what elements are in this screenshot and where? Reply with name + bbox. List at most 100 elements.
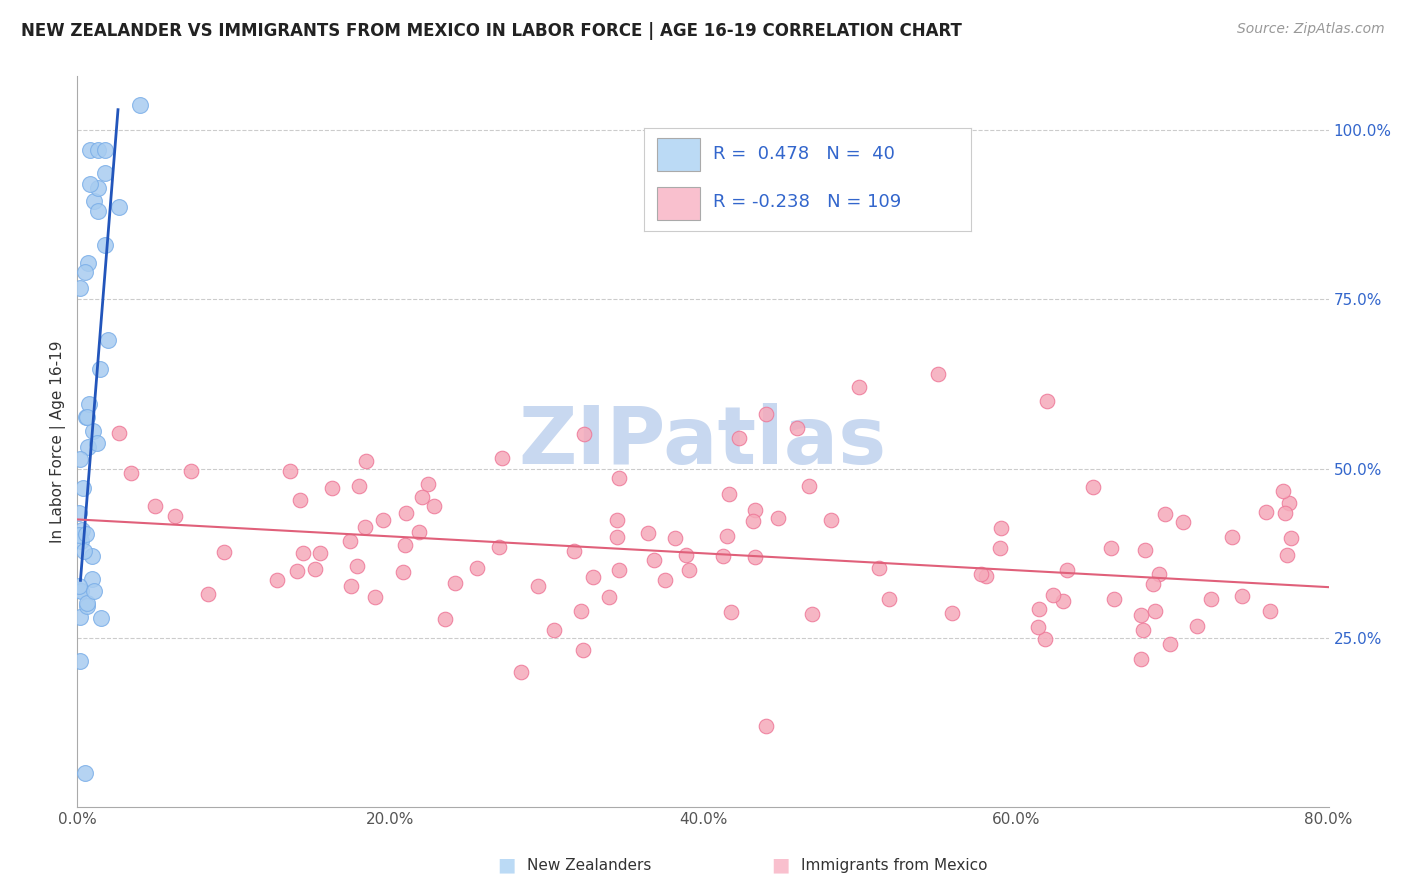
Point xyxy=(766,511,789,525)
Point xyxy=(717,486,740,500)
Point xyxy=(77,440,100,454)
Point xyxy=(291,545,314,559)
Point xyxy=(82,424,104,438)
Point xyxy=(79,177,101,191)
Point xyxy=(76,410,98,425)
Point xyxy=(90,610,112,624)
Point xyxy=(83,583,105,598)
Point xyxy=(1275,548,1298,562)
Point xyxy=(491,450,513,465)
Point xyxy=(422,500,444,514)
Point xyxy=(75,410,97,425)
Point xyxy=(1042,588,1064,602)
Point xyxy=(86,204,108,219)
Point xyxy=(83,194,105,208)
Point xyxy=(786,421,808,435)
Text: New Zealanders: New Zealanders xyxy=(527,858,651,872)
Point xyxy=(394,538,416,552)
Point xyxy=(607,471,630,485)
Point xyxy=(67,527,90,541)
Point xyxy=(877,592,900,607)
Text: ZIPatlas: ZIPatlas xyxy=(519,402,887,481)
Point xyxy=(1143,604,1166,618)
Text: Source: ZipAtlas.com: Source: ZipAtlas.com xyxy=(1237,22,1385,37)
Point xyxy=(675,548,697,562)
Point xyxy=(108,200,131,214)
Point xyxy=(76,599,98,614)
Point xyxy=(75,527,97,541)
Point xyxy=(1083,480,1105,494)
Point xyxy=(607,563,630,577)
Point xyxy=(974,569,997,583)
Point xyxy=(582,570,605,584)
Point xyxy=(67,579,90,593)
Point xyxy=(744,549,766,564)
Point xyxy=(69,533,91,548)
Point xyxy=(72,481,94,495)
Point xyxy=(75,766,97,780)
Point xyxy=(287,564,309,578)
Point xyxy=(678,563,700,577)
Point xyxy=(1147,566,1170,581)
Point xyxy=(433,612,456,626)
Point xyxy=(801,607,824,621)
Point xyxy=(346,559,368,574)
Point xyxy=(728,432,751,446)
FancyBboxPatch shape xyxy=(658,187,700,220)
Point xyxy=(643,552,665,566)
Point xyxy=(1256,505,1278,519)
Point xyxy=(86,144,108,158)
Point xyxy=(80,549,103,564)
Point xyxy=(754,408,776,422)
Point xyxy=(67,507,90,521)
Point xyxy=(70,584,93,599)
Point xyxy=(664,531,686,545)
Point xyxy=(70,523,93,537)
Point xyxy=(354,454,377,468)
Point xyxy=(1258,604,1281,618)
Point xyxy=(339,534,361,549)
Point xyxy=(970,566,993,581)
Point xyxy=(309,546,332,560)
FancyBboxPatch shape xyxy=(658,138,700,171)
Point xyxy=(89,362,111,376)
Text: ■: ■ xyxy=(496,855,516,875)
Point xyxy=(1052,594,1074,608)
Point xyxy=(716,529,738,543)
Point xyxy=(799,478,821,492)
Point xyxy=(266,574,288,588)
Point xyxy=(75,265,97,279)
Point xyxy=(1133,543,1156,558)
Point xyxy=(868,560,890,574)
Point xyxy=(143,499,166,513)
Point xyxy=(1130,607,1153,622)
Point xyxy=(94,166,117,180)
Point xyxy=(927,367,949,381)
Point xyxy=(80,572,103,586)
Point xyxy=(754,719,776,733)
Point xyxy=(165,508,187,523)
Point xyxy=(569,604,592,618)
Point xyxy=(742,514,765,528)
Point xyxy=(488,540,510,554)
Point xyxy=(444,575,467,590)
Point xyxy=(510,665,533,680)
Text: ■: ■ xyxy=(770,855,790,875)
Point xyxy=(67,582,90,597)
Point xyxy=(363,590,385,604)
Point xyxy=(1220,530,1243,544)
Point xyxy=(77,397,100,411)
Point xyxy=(94,238,117,252)
Point xyxy=(1056,564,1078,578)
Point xyxy=(340,579,363,593)
Point xyxy=(76,596,98,610)
Point xyxy=(73,544,96,558)
Point xyxy=(86,435,108,450)
Point xyxy=(408,525,430,540)
Point xyxy=(1230,589,1253,603)
Point xyxy=(543,624,565,638)
Point xyxy=(1142,577,1164,591)
Point xyxy=(526,579,548,593)
Point xyxy=(1153,508,1175,522)
Point xyxy=(418,476,440,491)
